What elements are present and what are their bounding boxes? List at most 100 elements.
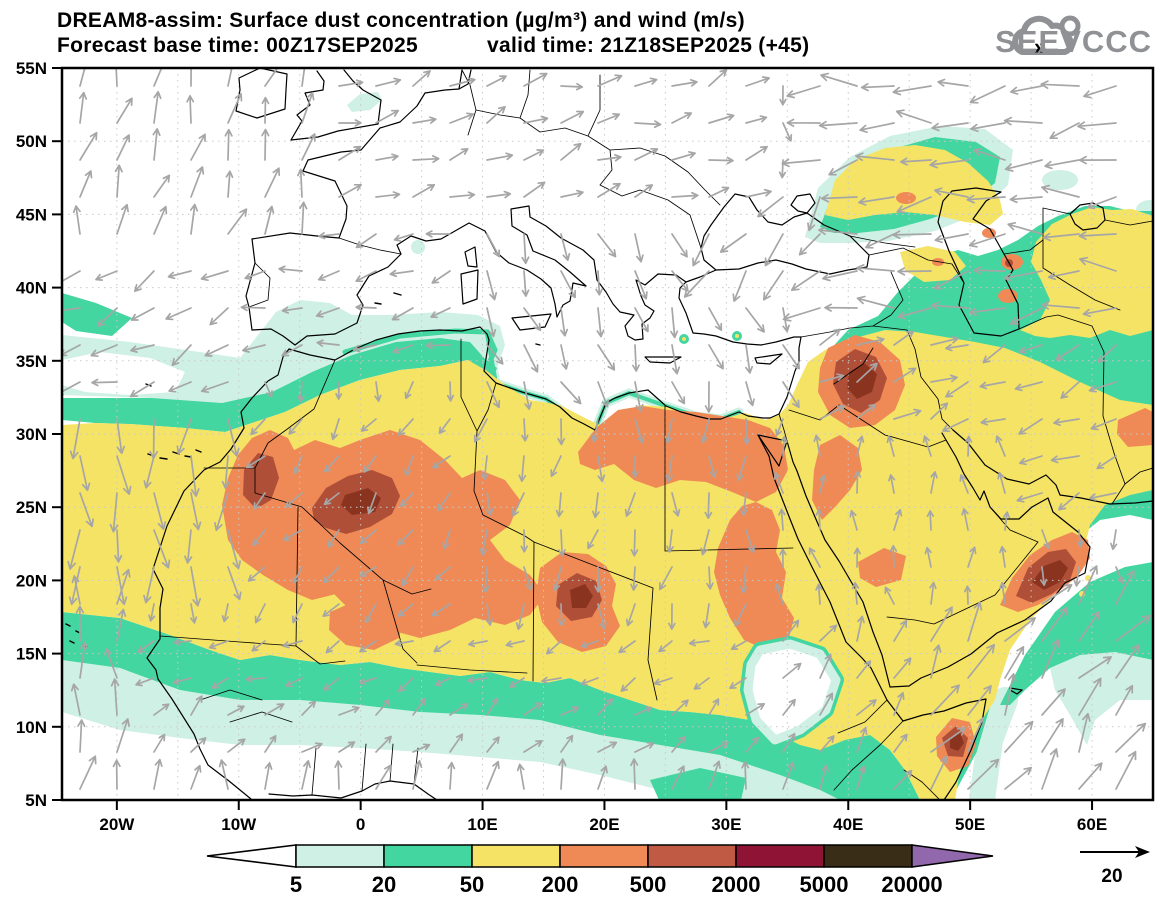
- wind-arrow-icon: [264, 68, 283, 87]
- wind-arrow-icon: [856, 403, 877, 420]
- borders-middle-east: [778, 207, 1153, 800]
- wind-arrow-icon: [708, 741, 729, 753]
- wind-arrow-icon: [786, 118, 821, 127]
- wind-arrow-icon: [683, 270, 710, 298]
- wind-arrow-icon: [851, 581, 860, 605]
- wind-arrow-icon: [227, 208, 248, 235]
- wind-arrow-icon: [1088, 492, 1117, 502]
- wind-arrow-icon: [560, 734, 574, 753]
- wind-arrow-icon: [560, 233, 571, 262]
- dust-50-antalya-core: [682, 337, 686, 341]
- wind-arrow-icon: [708, 455, 717, 478]
- wind-arrow-icon: [264, 703, 285, 716]
- wind-arrow-icon: [634, 418, 645, 444]
- wind-arrow-icon: [227, 68, 233, 87]
- wind-arrow-icon: [634, 307, 649, 333]
- wind-arrow-icon: [634, 741, 655, 753]
- wind-arrow-icon: [281, 306, 303, 314]
- colorbar-over-arrow: [911, 844, 994, 868]
- wind-arrow-icon: [896, 196, 932, 214]
- wind-arrow-icon: [375, 77, 402, 87]
- coastline-africa-mediterranean: [288, 326, 802, 431]
- wind-arrow-icon: [708, 307, 723, 331]
- wind-arrow-icon: [560, 82, 584, 91]
- wind-arrow-icon: [442, 529, 451, 550]
- wind-arrow-icon: [392, 344, 414, 354]
- wind-arrow-icon: [782, 307, 821, 322]
- colorbar-value-label: 500: [630, 872, 667, 897]
- wind-arrow-icon: [1041, 688, 1066, 716]
- wind-arrow-icon: [630, 758, 639, 790]
- wind-arrow-icon: [250, 418, 266, 436]
- wind-arrow-icon: [808, 547, 821, 568]
- wind-arrow-icon: [397, 529, 414, 546]
- wind-arrow-icon: [338, 741, 356, 753]
- wind-arrow-icon: [671, 191, 699, 200]
- wind-arrow-icon: [116, 203, 129, 235]
- wind-arrow-icon: [815, 583, 823, 605]
- wind-arrow-icon: [325, 640, 340, 654]
- wind-arrow-icon: [1078, 656, 1112, 679]
- wind-arrow-icon: [624, 492, 636, 517]
- wind-arrow-icon: [856, 264, 895, 273]
- wind-arrow-icon: [153, 758, 163, 790]
- dust-200-pakistan: [1117, 408, 1153, 447]
- wind-arrow-icon: [211, 677, 229, 689]
- dust-core-chad: [570, 584, 593, 608]
- wind-arrow-icon: [200, 270, 229, 282]
- lon-tick-label: 20E: [589, 815, 619, 834]
- wind-arrow-icon: [1078, 610, 1101, 642]
- colorbar-segment: [823, 844, 913, 868]
- wind-arrow-icon: [245, 455, 266, 469]
- wind-arrow-icon: [301, 91, 315, 124]
- wind-arrow-icon: [79, 492, 94, 528]
- wind-arrow-icon: [523, 566, 534, 591]
- wind-arrow-icon: [153, 492, 167, 531]
- wind-arrow-icon: [1110, 529, 1118, 551]
- wind-arrow-icon: [301, 68, 306, 87]
- wind-arrow-icon: [301, 133, 316, 161]
- wind-arrow-icon: [505, 640, 525, 648]
- wind-arrow-icon: [630, 566, 638, 591]
- wind-arrow-icon: [218, 759, 229, 790]
- wind-arrow-icon: [1090, 418, 1117, 431]
- colorbar-value-label: 50: [460, 872, 484, 897]
- wind-arrow-icon: [90, 344, 118, 358]
- wind-arrow-icon: [412, 743, 431, 753]
- wind-arrow-icon: [301, 742, 323, 753]
- wind-arrow-icon: [1004, 720, 1034, 753]
- wind-arrow-icon: [153, 205, 168, 235]
- colorbar-value-label: 5000: [800, 872, 849, 897]
- wind-arrow-icon: [244, 270, 266, 281]
- coastline-adriatic-greece: [510, 205, 687, 341]
- wind-arrow-icon: [634, 270, 648, 300]
- wind-arrow-icon: [745, 736, 760, 753]
- cloud-icon: [1012, 15, 1074, 55]
- wind-arrow-icon: [486, 697, 499, 716]
- wind-arrow-icon: [327, 529, 340, 548]
- wind-arrow-icon: [1115, 566, 1125, 584]
- wind-arrow-icon: [929, 581, 937, 605]
- wind-arrow-icon: [1007, 221, 1043, 235]
- wind-arrow-icon: [115, 68, 118, 87]
- wind-arrow-icon: [558, 529, 566, 557]
- wind-arrow-icon: [557, 418, 566, 446]
- wind-arrow-icon: [961, 508, 969, 531]
- wind-arrow-icon: [153, 90, 162, 124]
- wind-arrow-icon: [966, 194, 1006, 204]
- wind-arrow-icon: [782, 381, 800, 409]
- wind-arrow-icon: [892, 230, 932, 240]
- wind-arrow-icon: [1058, 492, 1080, 511]
- wind-arrow-icon: [1053, 418, 1080, 426]
- dust-5-somali-current: [969, 687, 1018, 800]
- dust-200-kuban-spot: [896, 192, 916, 204]
- wind-arrow-icon: [133, 270, 155, 293]
- lon-tick-label: 30E: [711, 815, 741, 834]
- borders-europe: [248, 69, 721, 308]
- lon-tick-label: 60E: [1077, 815, 1107, 834]
- wind-arrow-icon: [282, 640, 303, 649]
- wind-arrow-icon: [745, 529, 756, 554]
- wind-arrow-icon: [1041, 718, 1064, 753]
- wind-arrow-icon: [135, 677, 155, 687]
- wind-arrow-icon: [786, 85, 821, 99]
